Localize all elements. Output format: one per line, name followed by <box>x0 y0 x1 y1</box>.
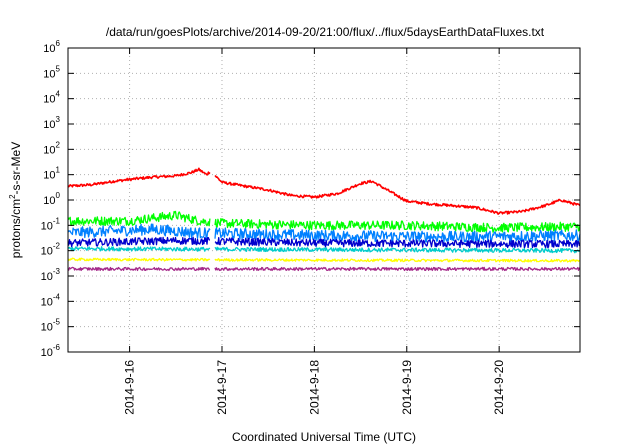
y-tick-label: 102 <box>43 140 60 156</box>
y-tick-base: 10 <box>43 94 55 106</box>
x-tick-label: 2014-9-17 <box>215 360 229 415</box>
y-axis-label-rest: -s-sr-MeV <box>9 142 23 195</box>
y-tick-base: 10 <box>41 246 53 258</box>
y-tick-label: 104 <box>43 90 60 106</box>
y-tick-exp: 4 <box>56 90 61 99</box>
y-tick-label: 10-2 <box>41 242 61 258</box>
y-tick-label: 103 <box>43 115 60 131</box>
series-line-4-a <box>67 246 211 252</box>
series-line-3-b <box>214 237 581 249</box>
y-tick-label: 100 <box>43 191 60 207</box>
series-line-6-a <box>67 266 210 272</box>
series-line-2-b <box>214 227 581 243</box>
chart-title: /data/run/goesPlots/archive/2014-09-20/2… <box>106 25 545 39</box>
y-tick-exp: -5 <box>53 318 61 327</box>
series-line-0-a <box>67 167 211 188</box>
y-tick-exp: 2 <box>56 140 61 149</box>
x-tick-label: 2014-9-18 <box>307 360 321 415</box>
y-tick-label: 101 <box>43 166 60 182</box>
y-axis-label-sup: 2 <box>8 194 17 199</box>
x-axis-label: Coordinated Universal Time (UTC) <box>232 430 416 444</box>
y-tick-exp: 1 <box>56 166 61 175</box>
y-tick-exp: -2 <box>53 242 61 251</box>
y-tick-label: 10-6 <box>41 343 61 359</box>
y-tick-exp: -6 <box>53 343 61 352</box>
y-tick-labels: 10610510410310210110010-110-210-310-410-… <box>41 39 61 359</box>
y-tick-base: 10 <box>43 170 55 182</box>
y-axis-label: protons/cm2-s-sr-MeV <box>8 142 23 258</box>
y-tick-exp: -3 <box>53 267 61 276</box>
y-tick-label: 10-4 <box>41 292 61 308</box>
y-tick-exp: 3 <box>56 115 61 124</box>
series-line-1-a <box>67 210 211 227</box>
series-line-4-b <box>214 246 581 254</box>
series-line-2-a <box>67 223 211 239</box>
series-layer <box>67 167 581 272</box>
y-tick-label: 106 <box>43 39 60 55</box>
y-tick-base: 10 <box>43 68 55 80</box>
series-line-5-a <box>67 257 211 262</box>
x-tick-label: 2014-9-16 <box>123 360 137 415</box>
y-tick-label: 10-3 <box>41 267 61 283</box>
series-line-3-a <box>67 236 211 248</box>
y-tick-exp: -4 <box>53 292 61 301</box>
y-tick-base: 10 <box>43 195 55 207</box>
ticks <box>68 47 580 353</box>
grid <box>68 48 580 352</box>
y-tick-base: 10 <box>41 220 53 232</box>
y-axis-label-base: protons/cm <box>9 199 23 258</box>
y-tick-exp: 6 <box>56 39 61 48</box>
y-tick-label: 105 <box>43 64 60 80</box>
y-tick-label: 10-5 <box>41 318 61 334</box>
y-tick-base: 10 <box>41 322 53 334</box>
y-tick-base: 10 <box>43 119 55 131</box>
y-tick-base: 10 <box>43 144 55 156</box>
y-tick-base: 10 <box>41 271 53 283</box>
series-line-0-b <box>214 174 581 215</box>
y-tick-exp: -1 <box>53 216 61 225</box>
series-line-1-b <box>214 218 581 233</box>
y-tick-base: 10 <box>41 296 53 308</box>
y-tick-base: 10 <box>43 43 55 55</box>
x-tick-label: 2014-9-19 <box>400 360 414 415</box>
y-tick-label: 10-1 <box>41 216 61 232</box>
series-line-5-b <box>214 258 581 263</box>
series-line-6-b <box>214 266 581 272</box>
x-tick-labels: 2014-9-16 2014-9-17 2014-9-18 2014-9-19 2014… <box>123 360 507 415</box>
x-tick-label: 2014-9-20 <box>492 360 506 415</box>
y-tick-exp: 0 <box>56 191 61 200</box>
y-tick-exp: 5 <box>56 64 61 73</box>
y-tick-base: 10 <box>41 347 53 359</box>
